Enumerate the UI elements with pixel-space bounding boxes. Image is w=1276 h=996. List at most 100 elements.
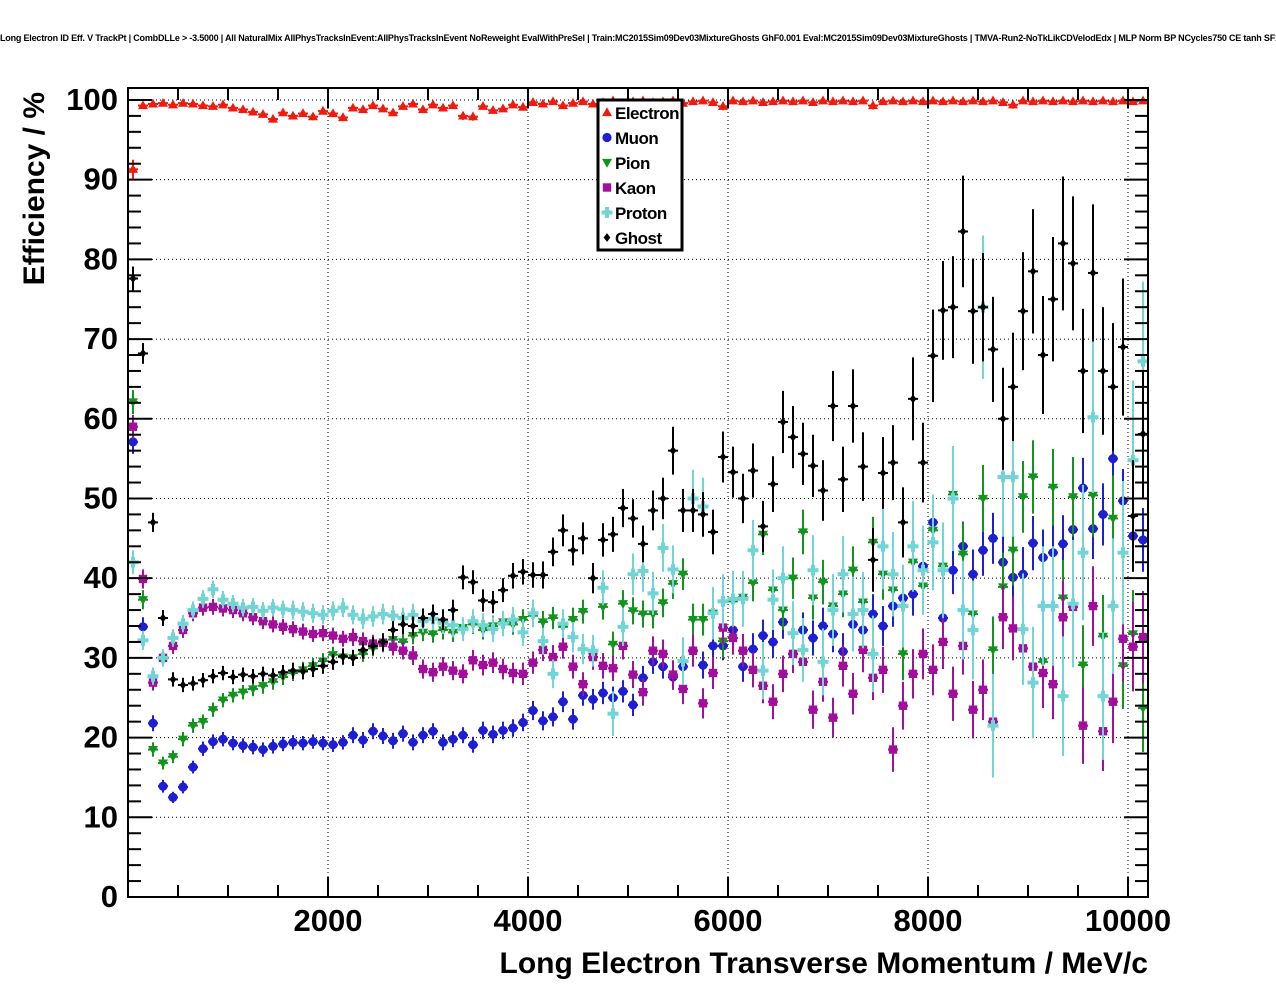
data-point-marker [1108,96,1118,106]
data-point-marker [509,571,517,581]
data-point-marker [1008,624,1018,633]
data-point-marker [851,608,855,620]
data-point-marker [368,726,378,736]
data-point-marker [208,101,218,110]
data-point-marker [248,613,258,622]
data-point-marker [921,564,925,576]
data-point-marker [1108,514,1118,524]
data-point-marker [849,401,857,411]
data-point-marker [448,100,458,110]
data-point-marker [488,105,498,114]
data-point-marker [1111,600,1115,612]
y-tick-label: 40 [84,560,118,595]
data-point-marker [629,514,637,523]
data-point-marker [388,642,398,651]
data-point-marker [603,233,611,242]
data-point-marker [758,97,768,106]
data-point-marker [458,110,468,120]
data-point-marker [988,533,998,543]
data-point-marker [278,739,288,749]
data-point-marker [318,628,328,638]
data-point-marker [298,108,308,118]
data-point-marker [868,100,878,110]
data-point-marker [688,616,698,625]
data-point-marker [1041,600,1045,612]
data-point-marker [751,544,755,556]
data-point-marker [831,604,835,616]
data-point-marker [759,521,767,531]
data-point-marker [429,609,437,619]
data-point-marker [648,646,658,655]
data-point-marker [828,713,838,722]
data-point-marker [318,105,328,115]
data-point-marker [1068,96,1078,106]
data-point-marker [389,625,397,635]
data-point-marker [438,662,448,671]
data-point-marker [818,95,828,105]
data-point-marker [711,607,715,619]
data-point-marker [1141,355,1145,367]
data-point-marker [668,670,678,679]
data-point-marker [838,95,848,105]
data-point-marker [778,669,788,679]
data-point-marker [1009,382,1017,392]
data-point-marker [959,227,967,236]
data-point-marker [589,573,597,583]
data-point-marker [399,620,407,629]
data-point-marker [218,696,228,706]
data-point-marker [158,759,168,769]
data-point-marker [878,621,888,631]
data-point-marker [358,104,368,114]
data-point-marker [649,506,657,515]
data-point-marker [268,113,278,123]
data-point-marker [628,700,638,710]
data-point-marker [631,568,635,580]
data-point-marker [408,98,418,108]
data-point-marker [511,614,515,626]
data-point-marker [408,651,418,660]
data-point-marker [528,705,538,716]
data-point-marker [368,100,378,110]
data-point-marker [428,99,438,109]
data-point-marker [698,660,708,670]
data-point-marker [439,615,447,625]
data-point-marker [268,620,278,629]
data-point-marker [658,599,668,609]
data-point-marker [358,735,368,745]
data-point-marker [1018,95,1028,105]
data-point-marker [258,682,268,691]
data-point-marker [1021,623,1025,635]
data-point-marker [939,305,947,315]
data-point-marker [599,535,607,545]
data-point-marker [491,623,495,635]
data-point-marker [1029,266,1037,276]
data-point-marker [238,688,248,698]
data-point-marker [1048,679,1058,689]
x-tick-label: 4000 [494,903,563,938]
data-point-marker [889,458,897,468]
legend-label-muon: Muon [615,129,658,148]
data-point-marker [579,533,587,543]
data-point-marker [611,708,615,720]
data-point-marker [719,452,727,462]
data-point-marker [578,96,588,106]
data-point-marker [838,661,848,671]
data-point-marker [391,610,395,622]
data-point-marker [228,691,238,701]
data-point-marker [379,637,387,647]
data-point-marker [469,577,477,587]
data-point-marker [868,609,878,619]
data-point-marker [319,661,327,671]
data-point-marker [768,697,778,706]
data-point-marker [268,741,278,751]
data-point-marker [318,738,328,748]
data-point-marker [841,568,845,580]
data-point-marker [1048,96,1058,106]
data-point-marker [231,598,235,610]
data-point-marker [749,466,757,475]
y-tick-label: 60 [84,401,118,436]
data-point-marker [748,95,758,105]
legend-label-pion: Pion [615,154,650,173]
x-tick-label: 10000 [1085,903,1171,938]
